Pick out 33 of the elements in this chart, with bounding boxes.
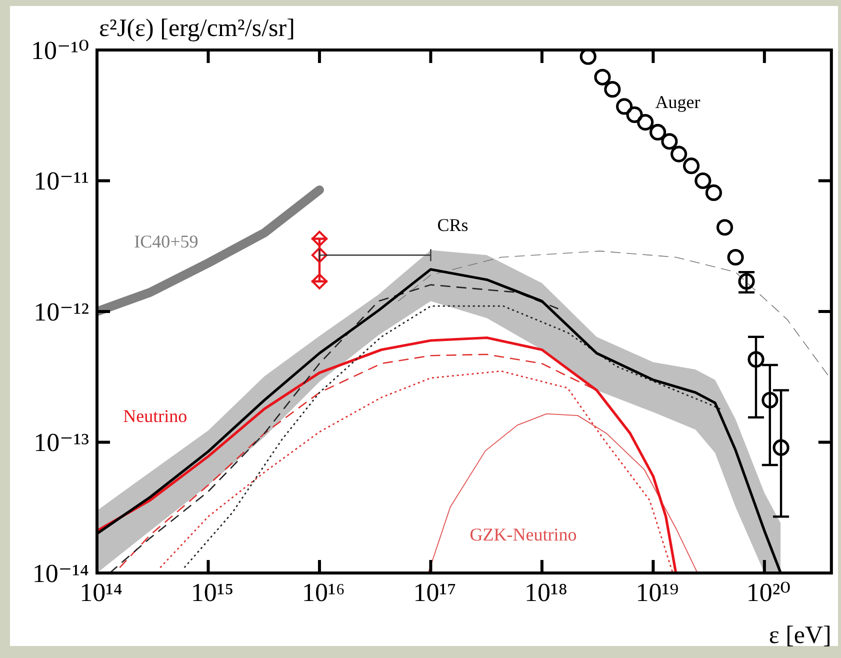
point	[594, 68, 611, 86]
x-tick-label: 10¹⁹	[636, 578, 679, 607]
series-label: GZK-Neutrino	[470, 524, 577, 545]
x-axis-title: ε [eV]	[768, 622, 832, 649]
x-tick-label: 10¹⁶	[302, 578, 345, 607]
point	[604, 81, 621, 98]
series-label: CRs	[437, 215, 468, 236]
point	[649, 124, 666, 141]
point	[637, 114, 654, 131]
series-label: Auger	[655, 92, 700, 112]
y-tick-label: 10⁻¹³	[34, 428, 90, 458]
x-tick-label: 10²⁰	[746, 578, 791, 607]
point	[727, 248, 744, 266]
x-tick-label: 10¹⁸	[524, 578, 568, 607]
point	[716, 219, 734, 236]
point	[705, 184, 722, 202]
y-tick-label: 10⁻¹⁰	[31, 36, 89, 65]
point	[772, 439, 790, 456]
point	[738, 273, 755, 290]
chart-title: ε²J(ε) [erg/cm²/s/sr]	[99, 15, 295, 42]
point	[661, 133, 678, 150]
y-tick-label: 10⁻¹²	[34, 297, 90, 326]
x-tick-label: 10¹⁵	[190, 578, 234, 607]
point	[626, 106, 643, 123]
y-tick-label: 10⁻¹¹	[34, 166, 89, 196]
point	[616, 98, 633, 115]
text: Neutrino	[123, 406, 188, 426]
point	[670, 146, 688, 162]
x-tick-label: 10¹⁷	[413, 578, 456, 607]
point	[694, 172, 712, 190]
series-label: IC40+59	[134, 232, 198, 252]
point	[682, 158, 700, 174]
point	[762, 392, 778, 408]
